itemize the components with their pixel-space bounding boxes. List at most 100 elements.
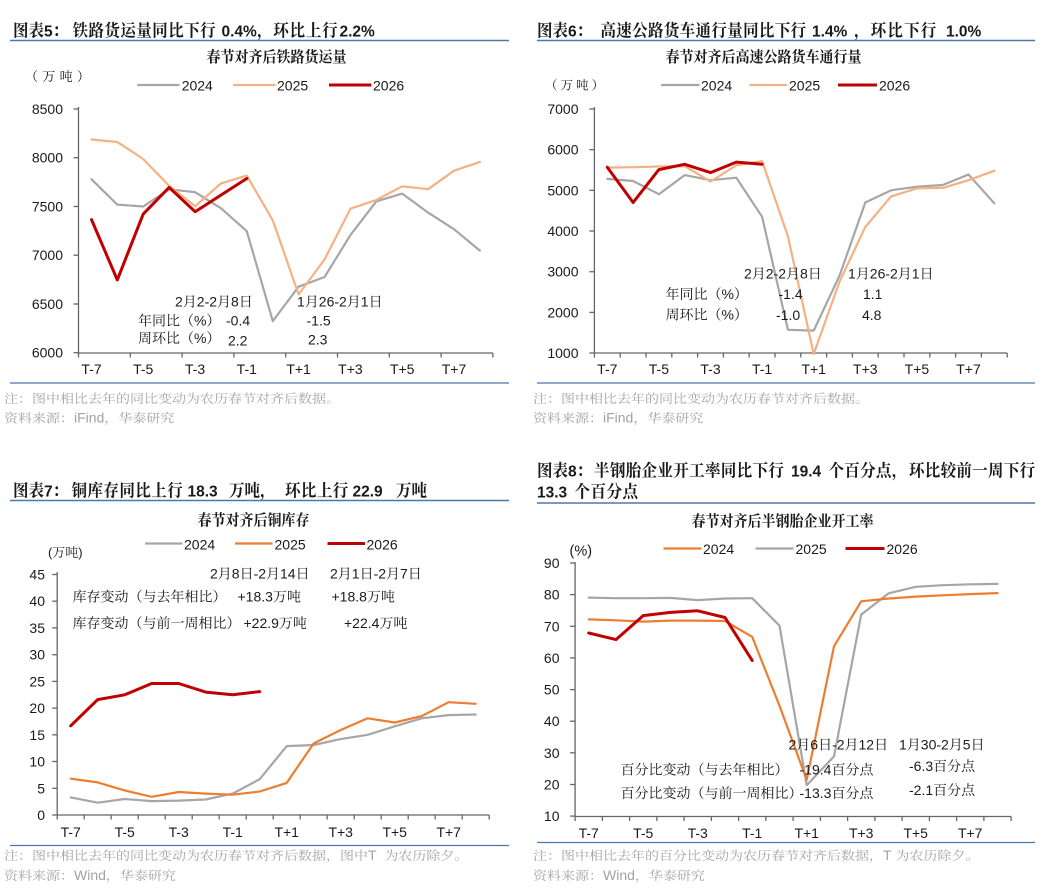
svg-text:18.3: 18.3 bbox=[188, 484, 219, 501]
svg-text:30: 30 bbox=[29, 647, 45, 663]
svg-text:20: 20 bbox=[544, 777, 560, 793]
svg-text:15: 15 bbox=[29, 727, 45, 743]
svg-text:70: 70 bbox=[544, 618, 560, 634]
svg-text:6000: 6000 bbox=[32, 345, 63, 361]
svg-text:T: T bbox=[883, 847, 892, 863]
svg-text:8500: 8500 bbox=[32, 101, 63, 117]
svg-text:%: % bbox=[722, 307, 734, 323]
svg-text:10: 10 bbox=[29, 754, 45, 770]
svg-text:T+1: T+1 bbox=[274, 824, 299, 840]
svg-text:8000: 8000 bbox=[32, 150, 63, 166]
svg-text:40: 40 bbox=[544, 713, 560, 729]
svg-text:T+7: T+7 bbox=[956, 361, 981, 377]
svg-text:T-7: T-7 bbox=[579, 825, 599, 841]
svg-text:2024: 2024 bbox=[184, 537, 215, 553]
svg-text:22.9: 22.9 bbox=[353, 484, 384, 501]
svg-text:T+3: T+3 bbox=[849, 825, 874, 841]
svg-text:2024: 2024 bbox=[182, 77, 213, 93]
svg-text:1: 1 bbox=[352, 566, 360, 582]
svg-text:1.0%: 1.0% bbox=[946, 24, 982, 41]
svg-text:T-5: T-5 bbox=[133, 361, 153, 377]
svg-text:T+3: T+3 bbox=[328, 824, 353, 840]
svg-text:40: 40 bbox=[29, 593, 45, 609]
svg-text:T-5: T-5 bbox=[649, 361, 669, 377]
svg-text:T+3: T+3 bbox=[338, 361, 363, 377]
svg-text:14: 14 bbox=[280, 566, 296, 582]
svg-text:T+7: T+7 bbox=[436, 824, 461, 840]
svg-text:-6.3: -6.3 bbox=[909, 758, 933, 774]
svg-text:1: 1 bbox=[297, 294, 305, 310]
svg-text:2: 2 bbox=[744, 266, 752, 282]
svg-text:2025: 2025 bbox=[789, 77, 820, 93]
svg-text:T-1: T-1 bbox=[237, 361, 257, 377]
svg-text:Wind: Wind bbox=[603, 867, 635, 883]
svg-text:+18.3: +18.3 bbox=[238, 589, 274, 605]
svg-text:6500: 6500 bbox=[32, 296, 63, 312]
svg-text:35: 35 bbox=[29, 620, 45, 636]
svg-text:90: 90 bbox=[544, 555, 560, 571]
svg-text:2025: 2025 bbox=[275, 537, 306, 553]
svg-text:4.8: 4.8 bbox=[862, 307, 882, 323]
svg-text:20: 20 bbox=[29, 700, 45, 716]
svg-text:2-2: 2-2 bbox=[197, 294, 217, 310]
svg-text:T-1: T-1 bbox=[223, 824, 243, 840]
svg-text:-2: -2 bbox=[832, 737, 845, 753]
svg-text:-13.3: -13.3 bbox=[800, 785, 832, 801]
svg-text:5: 5 bbox=[44, 24, 53, 41]
svg-text:-1.5: -1.5 bbox=[307, 313, 331, 329]
svg-text:2024: 2024 bbox=[703, 541, 734, 557]
svg-text:-19.4: -19.4 bbox=[800, 762, 832, 778]
svg-text:1: 1 bbox=[361, 294, 369, 310]
svg-text:7: 7 bbox=[44, 484, 53, 501]
svg-text:7: 7 bbox=[400, 566, 408, 582]
svg-text:60: 60 bbox=[544, 650, 560, 666]
svg-text:1000: 1000 bbox=[547, 345, 578, 361]
svg-text:4000: 4000 bbox=[547, 223, 578, 239]
svg-text:10: 10 bbox=[544, 808, 560, 824]
svg-text:2: 2 bbox=[789, 737, 797, 753]
svg-text:+18.8: +18.8 bbox=[332, 589, 368, 605]
svg-text:1: 1 bbox=[848, 266, 856, 282]
svg-text:iFind: iFind bbox=[74, 410, 104, 426]
svg-text:T-3: T-3 bbox=[700, 361, 720, 377]
svg-text:iFind: iFind bbox=[603, 410, 633, 426]
svg-text:2.2%: 2.2% bbox=[340, 24, 376, 41]
svg-text:T-7: T-7 bbox=[81, 361, 101, 377]
svg-text:8: 8 bbox=[568, 464, 577, 481]
svg-text:T+3: T+3 bbox=[853, 361, 878, 377]
svg-text:6: 6 bbox=[810, 737, 818, 753]
svg-text:2.2: 2.2 bbox=[228, 333, 248, 349]
svg-text:7000: 7000 bbox=[547, 101, 578, 117]
svg-text:2024: 2024 bbox=[701, 77, 732, 93]
svg-text:T-1: T-1 bbox=[752, 361, 772, 377]
svg-text:T+5: T+5 bbox=[905, 361, 930, 377]
svg-text:2.3: 2.3 bbox=[308, 332, 328, 348]
svg-text:30: 30 bbox=[544, 745, 560, 761]
svg-text:%: % bbox=[194, 330, 206, 346]
svg-text:T-5: T-5 bbox=[115, 824, 135, 840]
svg-text:T+7: T+7 bbox=[442, 361, 467, 377]
svg-text:T-3: T-3 bbox=[185, 361, 205, 377]
svg-text:2: 2 bbox=[330, 566, 338, 582]
svg-text:13.3: 13.3 bbox=[537, 485, 568, 502]
svg-text:5000: 5000 bbox=[547, 182, 578, 198]
svg-text:T: T bbox=[368, 847, 377, 863]
svg-text:-2: -2 bbox=[254, 566, 267, 582]
svg-text:-0.4: -0.4 bbox=[226, 313, 250, 329]
svg-text:T+5: T+5 bbox=[382, 824, 407, 840]
svg-text:2026: 2026 bbox=[879, 77, 910, 93]
svg-text:0.4%: 0.4% bbox=[222, 24, 258, 41]
svg-text:T+7: T+7 bbox=[958, 825, 983, 841]
svg-text:0: 0 bbox=[37, 807, 45, 823]
svg-text:8: 8 bbox=[231, 294, 239, 310]
svg-text:+22.9: +22.9 bbox=[244, 615, 280, 631]
svg-text:2026: 2026 bbox=[373, 77, 404, 93]
svg-text:1.4%: 1.4% bbox=[812, 24, 848, 41]
svg-text:1.1: 1.1 bbox=[863, 286, 883, 302]
svg-text:T+1: T+1 bbox=[801, 361, 826, 377]
svg-text:(%): (%) bbox=[570, 544, 593, 560]
svg-text:+22.4: +22.4 bbox=[344, 615, 380, 631]
svg-text:7000: 7000 bbox=[32, 247, 63, 263]
svg-text:T-5: T-5 bbox=[633, 825, 653, 841]
svg-text:26-2: 26-2 bbox=[870, 266, 898, 282]
